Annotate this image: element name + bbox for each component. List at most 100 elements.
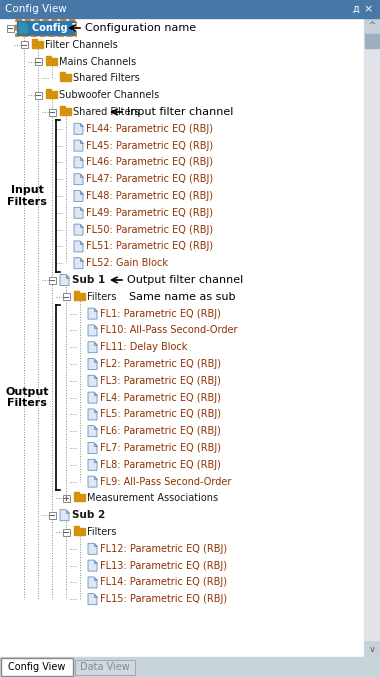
FancyBboxPatch shape — [1, 658, 73, 676]
Text: FL49: Parametric EQ (RBJ): FL49: Parametric EQ (RBJ) — [86, 208, 213, 218]
Polygon shape — [88, 459, 97, 471]
Polygon shape — [80, 190, 83, 194]
Bar — [74, 494, 85, 502]
Text: ×: × — [363, 4, 373, 14]
Bar — [49, 512, 55, 519]
Bar — [74, 526, 79, 529]
Polygon shape — [94, 392, 97, 395]
Text: д: д — [353, 4, 359, 14]
Text: FL47: Parametric EQ (RBJ): FL47: Parametric EQ (RBJ) — [86, 174, 213, 184]
Polygon shape — [26, 22, 29, 24]
Text: Data View: Data View — [80, 662, 130, 672]
Polygon shape — [74, 258, 83, 269]
Polygon shape — [88, 476, 97, 487]
Polygon shape — [94, 426, 97, 429]
Polygon shape — [74, 241, 83, 252]
Polygon shape — [74, 207, 83, 218]
Text: Same name as sub: Same name as sub — [129, 292, 236, 302]
Text: Config 1: Config 1 — [32, 23, 78, 33]
Text: Filters: Filters — [87, 292, 116, 302]
Polygon shape — [74, 157, 83, 168]
Polygon shape — [88, 544, 97, 554]
Polygon shape — [80, 123, 83, 127]
Polygon shape — [88, 560, 97, 571]
Text: FL46: Parametric EQ (RBJ): FL46: Parametric EQ (RBJ) — [86, 157, 213, 167]
Bar — [60, 72, 65, 75]
Text: Input filter channel: Input filter channel — [127, 107, 233, 117]
Text: Shared Filters: Shared Filters — [73, 107, 140, 117]
Text: Sub 2: Sub 2 — [72, 510, 105, 520]
Polygon shape — [80, 174, 83, 177]
Bar — [364, 18, 380, 657]
Text: FL9: All-Pass Second-Order: FL9: All-Pass Second-Order — [100, 477, 231, 487]
Text: Subwoofer Channels: Subwoofer Channels — [59, 90, 159, 100]
Text: v: v — [369, 645, 375, 653]
Bar — [0, 0, 380, 18]
Bar — [74, 528, 85, 535]
Text: FL13: Parametric EQ (RBJ): FL13: Parametric EQ (RBJ) — [100, 561, 227, 571]
Text: Output filter channel: Output filter channel — [127, 275, 243, 285]
Bar — [62, 293, 70, 301]
Polygon shape — [94, 560, 97, 563]
Text: FL1: Parametric EQ (RBJ): FL1: Parametric EQ (RBJ) — [100, 309, 221, 319]
Polygon shape — [94, 325, 97, 328]
Text: ^: ^ — [369, 22, 375, 30]
Bar — [35, 58, 41, 65]
Text: FL51: Parametric EQ (RBJ): FL51: Parametric EQ (RBJ) — [86, 242, 213, 251]
Text: Shared Filters: Shared Filters — [73, 73, 140, 83]
Text: Mains Channels: Mains Channels — [59, 57, 136, 66]
Bar — [32, 39, 37, 41]
Bar — [17, 21, 75, 35]
Polygon shape — [88, 342, 97, 353]
Polygon shape — [94, 409, 97, 412]
Polygon shape — [88, 594, 97, 605]
Polygon shape — [74, 140, 83, 151]
Text: Filter Channels: Filter Channels — [45, 40, 118, 50]
Polygon shape — [74, 224, 83, 235]
Polygon shape — [74, 174, 83, 185]
Bar — [21, 41, 27, 48]
Text: FL6: Parametric EQ (RBJ): FL6: Parametric EQ (RBJ) — [100, 427, 221, 436]
Polygon shape — [74, 190, 83, 202]
Bar — [74, 492, 79, 495]
Bar — [60, 106, 65, 108]
Text: FL15: Parametric EQ (RBJ): FL15: Parametric EQ (RBJ) — [100, 594, 227, 604]
Text: Output
Filters: Output Filters — [5, 387, 49, 408]
Polygon shape — [94, 594, 97, 596]
Text: FL8: Parametric EQ (RBJ): FL8: Parametric EQ (RBJ) — [100, 460, 221, 470]
Polygon shape — [66, 274, 69, 278]
Bar — [74, 292, 85, 300]
Polygon shape — [88, 392, 97, 403]
Bar — [0, 657, 380, 677]
Bar — [46, 89, 51, 91]
Bar — [364, 18, 380, 34]
Polygon shape — [88, 443, 97, 454]
Text: FL7: Parametric EQ (RBJ): FL7: Parametric EQ (RBJ) — [100, 443, 221, 453]
Polygon shape — [80, 207, 83, 211]
Text: FL4: Parametric EQ (RBJ): FL4: Parametric EQ (RBJ) — [100, 393, 221, 403]
Bar — [365, 34, 379, 48]
FancyBboxPatch shape — [75, 660, 135, 675]
Text: FL11: Delay Block: FL11: Delay Block — [100, 342, 187, 352]
Text: FL2: Parametric EQ (RBJ): FL2: Parametric EQ (RBJ) — [100, 359, 221, 369]
Bar — [46, 91, 57, 98]
Bar — [62, 529, 70, 536]
Polygon shape — [88, 359, 97, 370]
Polygon shape — [94, 459, 97, 462]
Polygon shape — [88, 308, 97, 319]
Polygon shape — [88, 409, 97, 420]
Polygon shape — [80, 241, 83, 244]
Bar — [62, 495, 70, 502]
Polygon shape — [80, 157, 83, 160]
Polygon shape — [88, 375, 97, 387]
Bar — [60, 74, 71, 81]
Text: Config View: Config View — [8, 662, 66, 672]
Text: Measurement Associations: Measurement Associations — [87, 494, 218, 504]
Text: FL44: Parametric EQ (RBJ): FL44: Parametric EQ (RBJ) — [86, 124, 213, 134]
Bar — [16, 20, 76, 36]
Polygon shape — [18, 22, 29, 35]
Polygon shape — [88, 577, 97, 588]
Text: FL52: Gain Block: FL52: Gain Block — [86, 258, 168, 268]
Polygon shape — [80, 140, 83, 143]
Bar — [46, 58, 57, 64]
